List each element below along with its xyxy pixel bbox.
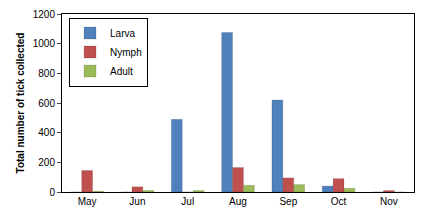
svg-text:Nymph: Nymph bbox=[110, 47, 142, 58]
svg-text:Oct: Oct bbox=[331, 196, 347, 207]
svg-text:400: 400 bbox=[38, 127, 55, 138]
svg-text:0: 0 bbox=[49, 187, 55, 198]
svg-text:Total number of tick collected: Total number of tick collected bbox=[15, 33, 26, 174]
svg-text:Sep: Sep bbox=[279, 196, 297, 207]
svg-text:May: May bbox=[78, 196, 97, 207]
svg-text:200: 200 bbox=[38, 157, 55, 168]
svg-text:Larva: Larva bbox=[110, 28, 135, 39]
svg-text:Aug: Aug bbox=[229, 196, 247, 207]
svg-text:Jul: Jul bbox=[181, 196, 194, 207]
svg-text:1000: 1000 bbox=[33, 38, 56, 49]
svg-text:1200: 1200 bbox=[33, 9, 56, 20]
svg-text:Adult: Adult bbox=[110, 66, 133, 77]
svg-text:Nov: Nov bbox=[380, 196, 398, 207]
svg-text:600: 600 bbox=[38, 98, 55, 109]
svg-text:800: 800 bbox=[38, 68, 55, 79]
svg-text:Jun: Jun bbox=[129, 196, 145, 207]
